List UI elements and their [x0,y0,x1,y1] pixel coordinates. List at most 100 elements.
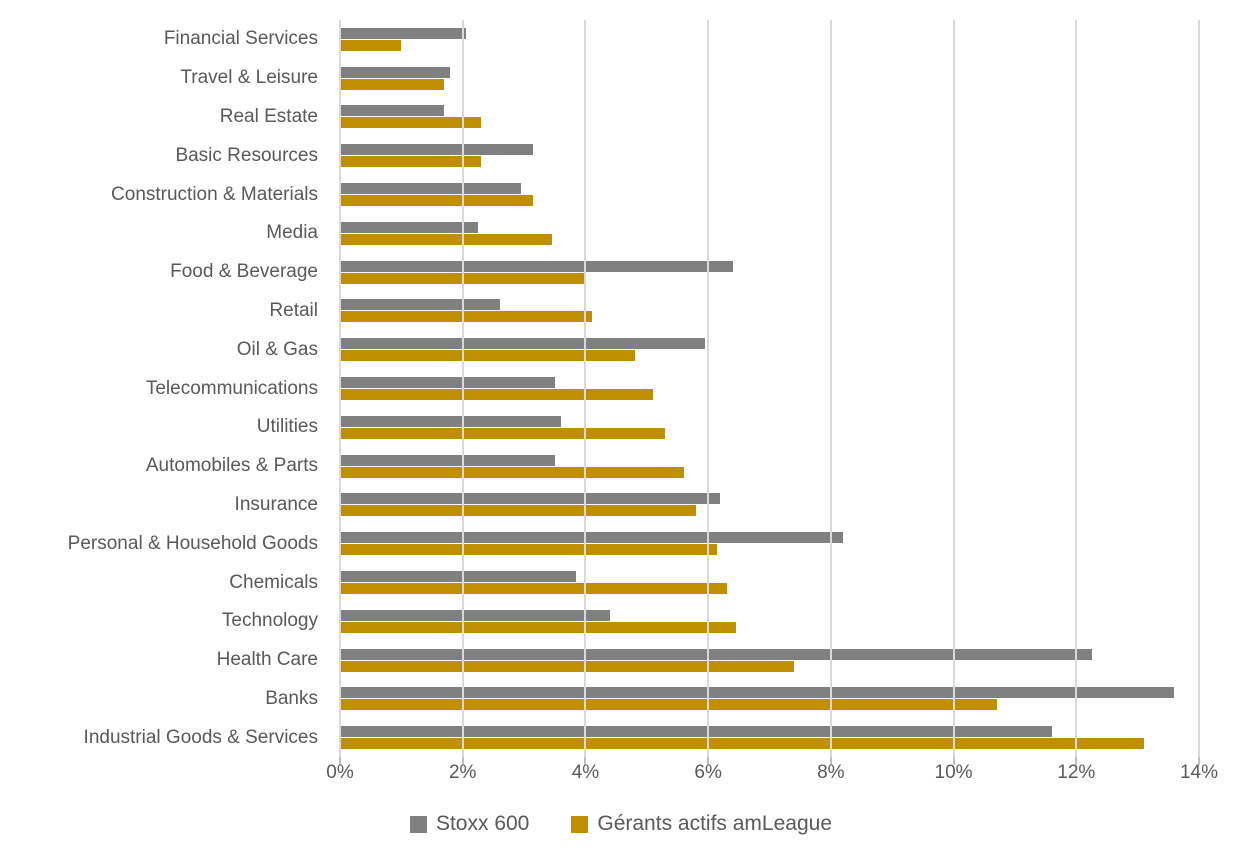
bar-stoxx-600 [340,260,733,272]
bar-stoxx-600 [340,338,706,350]
category-label: Oil & Gas [236,338,318,360]
category-label: Personal & Household Goods [67,532,318,554]
category-label: Real Estate [219,105,318,127]
bar-g-rants-actifs-amleague [340,466,684,478]
axis-tick [1075,757,1078,765]
category-label: Automobiles & Parts [145,455,318,477]
category-row [340,447,1199,486]
category-label: Health Care [216,649,318,671]
category-row [340,20,1199,59]
bar-stoxx-600 [340,299,500,311]
bar-g-rants-actifs-amleague [340,39,402,51]
category-row [340,602,1199,641]
bar-stoxx-600 [340,648,1092,660]
gridline [1075,20,1078,757]
axis-tick [707,757,710,765]
category-label: Telecommunications [145,377,318,399]
bar-stoxx-600 [340,66,451,78]
bar-g-rants-actifs-amleague [340,699,997,711]
category-row [340,680,1199,719]
bar-stoxx-600 [340,687,1175,699]
x-axis-label: 12% [1057,762,1096,783]
bar-g-rants-actifs-amleague [340,350,635,362]
category-row [340,718,1199,757]
bar-stoxx-600 [340,726,1052,738]
legend: Stoxx 600 Gérants actifs amLeague [0,812,1242,836]
axis-tick [952,757,955,765]
bar-stoxx-600 [340,144,534,156]
bar-stoxx-600 [340,377,555,389]
legend-label-stoxx-600: Stoxx 600 [435,812,530,835]
x-axis-label: 4% [571,762,600,783]
category-row [340,175,1199,214]
x-axis-label: 14% [1179,762,1219,783]
bar-g-rants-actifs-amleague [340,544,718,556]
axis-tick [829,757,832,765]
gridline [952,20,955,757]
gridline [461,20,464,757]
category-label: Chemicals [229,571,318,593]
axis-tick [339,757,341,765]
bar-g-rants-actifs-amleague [340,78,445,90]
category-row [340,408,1199,447]
x-axis-label: 8% [817,762,845,783]
bar-stoxx-600 [340,493,721,505]
category-label: Industrial Goods & Services [83,726,318,748]
gridline [1198,20,1200,757]
bar-stoxx-600 [340,571,577,583]
category-label: Retail [269,299,318,321]
category-label: Construction & Materials [111,183,318,205]
bar-stoxx-600 [340,532,844,544]
legend-label-gerants-actifs: Gérants actifs amLeague [597,812,833,835]
axis-tick [584,757,587,765]
category-label: Technology [221,610,318,632]
category-row [340,330,1199,369]
category-label: Banks [265,687,318,709]
bar-stoxx-600 [340,105,445,117]
legend-item-gerants-actifs: Gérants actifs amLeague [571,812,832,836]
bar-g-rants-actifs-amleague [340,583,727,595]
bar-rows [340,20,1199,757]
bar-stoxx-600 [340,415,561,427]
bar-stoxx-600 [340,183,521,195]
bar-g-rants-actifs-amleague [340,311,592,323]
bar-g-rants-actifs-amleague [340,389,653,401]
category-label: Insurance [234,493,318,515]
gridline [707,20,710,757]
category-label: Financial Services [163,28,318,50]
bar-g-rants-actifs-amleague [340,427,666,439]
x-axis-label: 10% [934,762,973,783]
category-label: Food & Beverage [170,261,318,283]
legend-swatch-stoxx-600 [409,815,427,833]
category-label: Utilities [256,416,318,438]
category-row [340,292,1199,331]
bar-g-rants-actifs-amleague [340,117,482,129]
bar-g-rants-actifs-amleague [340,621,736,633]
category-row [340,136,1199,175]
category-row [340,214,1199,253]
gridline [339,20,341,757]
plot-area [339,20,1200,765]
bar-stoxx-600 [340,27,466,39]
gridline [584,20,587,757]
category-row [340,59,1199,98]
axis-tick [1198,757,1200,765]
x-axis-label: 2% [448,762,477,783]
category-row [340,486,1199,525]
category-row [340,563,1199,602]
bar-g-rants-actifs-amleague [340,233,552,245]
x-axis-label: 6% [694,762,722,783]
bar-stoxx-600 [340,609,610,621]
x-axis-label: 0% [326,762,354,783]
bar-stoxx-600 [340,221,479,233]
legend-swatch-gerants-actifs [571,815,589,833]
category-row [340,524,1199,563]
category-label: Basic Resources [175,144,318,166]
bar-stoxx-600 [340,454,555,466]
bar-g-rants-actifs-amleague [340,505,696,517]
category-row [340,369,1199,408]
category-label: Travel & Leisure [180,67,318,89]
category-row [340,98,1199,137]
gridline [829,20,832,757]
